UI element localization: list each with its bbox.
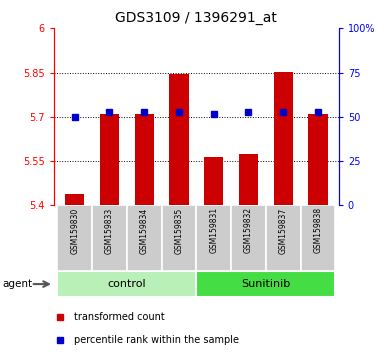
Title: GDS3109 / 1396291_at: GDS3109 / 1396291_at (116, 11, 277, 24)
Text: GSM159838: GSM159838 (313, 207, 323, 253)
Text: GSM159831: GSM159831 (209, 207, 218, 253)
Text: control: control (107, 279, 146, 289)
Bar (162, 205, 196, 271)
Bar (92, 205, 127, 271)
Text: transformed count: transformed count (74, 312, 165, 322)
Bar (239, 154, 258, 205)
Bar (57, 271, 196, 297)
Text: GSM159837: GSM159837 (279, 207, 288, 253)
Text: GSM159830: GSM159830 (70, 207, 79, 253)
Bar (196, 271, 335, 297)
Bar (231, 205, 266, 271)
Text: agent: agent (2, 279, 32, 289)
Bar (65, 194, 84, 205)
Bar (266, 205, 301, 271)
Text: GSM159834: GSM159834 (140, 207, 149, 253)
Bar (100, 114, 119, 205)
Text: GSM159835: GSM159835 (174, 207, 184, 253)
Bar (169, 74, 189, 205)
Bar (196, 205, 231, 271)
Bar (127, 205, 162, 271)
Text: Sunitinib: Sunitinib (241, 279, 290, 289)
Bar (301, 205, 335, 271)
Bar (308, 114, 328, 205)
Bar (274, 72, 293, 205)
Text: percentile rank within the sample: percentile rank within the sample (74, 335, 239, 346)
Text: GSM159833: GSM159833 (105, 207, 114, 253)
Bar (135, 114, 154, 205)
Bar (57, 205, 92, 271)
Bar (204, 156, 223, 205)
Text: GSM159832: GSM159832 (244, 207, 253, 253)
